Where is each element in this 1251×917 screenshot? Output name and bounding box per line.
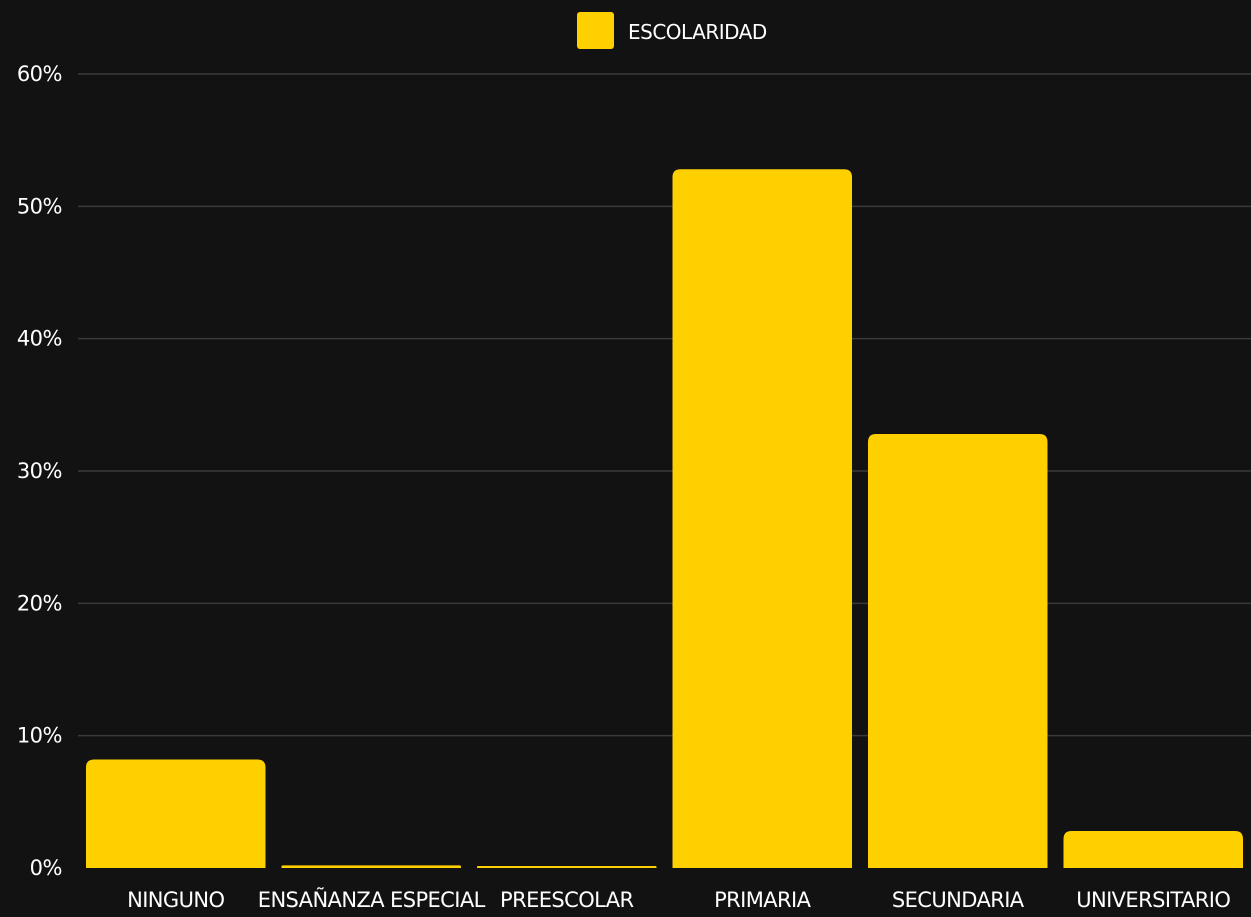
bar-primaria xyxy=(672,169,852,868)
bar-ensañanza-especial xyxy=(281,865,461,868)
x-tick-label: PREESCOLAR xyxy=(500,888,633,912)
y-tick-label: 60% xyxy=(17,62,62,86)
legend: ESCOLARIDAD xyxy=(577,12,767,49)
y-tick-label: 50% xyxy=(17,194,62,218)
bars xyxy=(86,169,1243,868)
y-tick-label: 0% xyxy=(30,856,62,880)
x-tick-label: NINGUNO xyxy=(127,888,224,912)
y-tick-label: 40% xyxy=(17,327,62,351)
x-tick-label: PRIMARIA xyxy=(714,888,812,912)
x-axis: NINGUNO ENSAÑANZA ESPECIAL PREESCOLAR PRIMA… xyxy=(127,886,1231,912)
gridlines xyxy=(78,73,1251,737)
y-tick-label: 10% xyxy=(17,724,62,748)
x-tick-label: UNIVERSITARIO xyxy=(1076,888,1230,912)
bar-ninguno xyxy=(86,759,266,868)
y-tick-label: 20% xyxy=(17,591,62,615)
x-tick-label: SECUNDARIA xyxy=(892,888,1025,912)
bar-universitario xyxy=(1063,830,1243,868)
y-axis: 0% 10% 20% 30% 40% 50% 60% xyxy=(17,62,63,880)
legend-swatch xyxy=(577,12,614,49)
bar-secundaria xyxy=(868,433,1048,868)
legend-label: ESCOLARIDAD xyxy=(628,20,767,44)
bar-preescolar xyxy=(477,866,657,868)
x-tick-label: ENSAÑANZA ESPECIAL xyxy=(258,886,486,912)
y-tick-label: 30% xyxy=(17,459,62,483)
